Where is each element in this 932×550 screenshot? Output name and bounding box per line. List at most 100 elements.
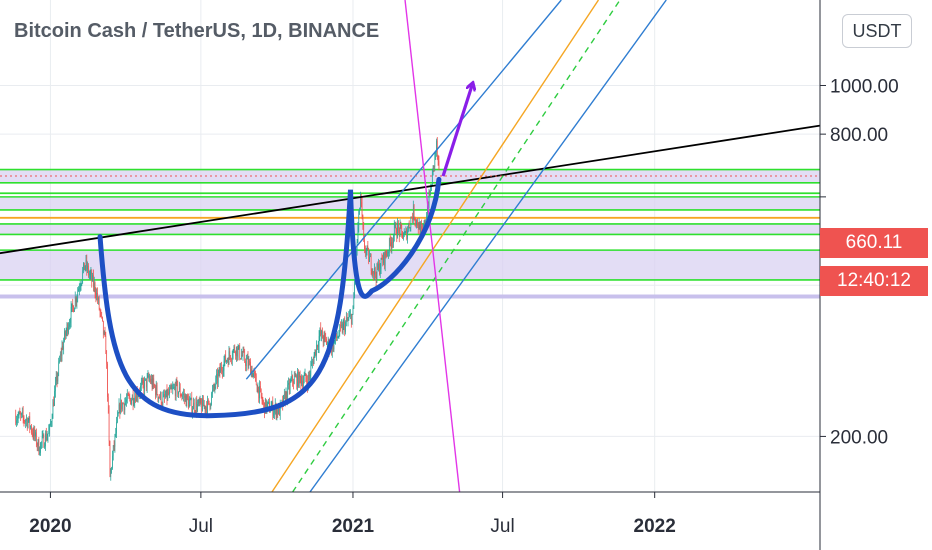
candle-body-41 <box>49 425 50 431</box>
candle-body-122 <box>116 421 117 434</box>
candle-body-327 <box>285 391 287 404</box>
candle-body-464 <box>398 228 400 236</box>
candle-body-241 <box>214 387 216 389</box>
candle-body-29 <box>39 452 40 455</box>
candle-body-202 <box>182 395 183 397</box>
candle-body-458 <box>394 225 395 236</box>
candle-body-479 <box>411 217 412 219</box>
candle-body-439 <box>378 263 379 269</box>
candle-body-44 <box>51 418 53 423</box>
candle-body-282 <box>248 361 250 367</box>
candle-body-262 <box>231 356 233 360</box>
candle-body-225 <box>201 403 203 411</box>
candle-body-161 <box>148 375 150 380</box>
candle-body-34 <box>43 434 45 448</box>
candle-body-67 <box>70 307 72 323</box>
candle-body-71 <box>74 307 75 312</box>
candle-body-261 <box>231 359 232 361</box>
candle-body-46 <box>53 402 55 406</box>
candle-body-386 <box>334 339 336 341</box>
candle-body-463 <box>398 224 399 229</box>
candle-body-116 <box>111 468 112 470</box>
candle-body-414 <box>357 227 359 243</box>
candle-body-278 <box>245 361 246 366</box>
candle-body-4 <box>18 412 20 416</box>
candle-body-28 <box>38 439 40 455</box>
candle-body-163 <box>150 378 151 383</box>
candle-body-170 <box>155 385 157 396</box>
candle-body-186 <box>169 389 170 395</box>
candle-body-277 <box>244 351 245 362</box>
candle-body-291 <box>255 375 257 386</box>
candle-body-159 <box>146 377 148 388</box>
candle-body-50 <box>56 376 58 382</box>
candle-body-57 <box>62 345 64 350</box>
candle-body-256 <box>227 359 228 361</box>
candle-body-270 <box>238 345 240 349</box>
candle-body-284 <box>250 361 251 375</box>
candle-body-31 <box>41 442 42 444</box>
candle-body-183 <box>166 389 168 400</box>
candle-body-252 <box>223 361 225 371</box>
candle-body-356 <box>309 374 311 376</box>
candle-body-436 <box>375 276 377 281</box>
candle-body-209 <box>188 398 189 408</box>
candle-body-117 <box>112 455 113 469</box>
candle-body-360 <box>312 361 314 364</box>
candle-body-426 <box>367 246 369 249</box>
candle-body-346 <box>301 380 303 385</box>
candle-body-174 <box>159 397 160 399</box>
candle-body-199 <box>179 387 181 396</box>
candle-body-154 <box>142 379 144 383</box>
candle-body-355 <box>308 375 310 376</box>
candle-body-259 <box>229 351 231 356</box>
channel-lower <box>309 0 667 492</box>
candle-body-58 <box>63 341 64 350</box>
candle-body-48 <box>55 382 56 392</box>
cup-and-handle-curve <box>97 176 442 419</box>
candle-body-506 <box>433 165 435 167</box>
candle-body-421 <box>363 226 365 241</box>
candle-body-39 <box>47 433 49 437</box>
candle-body-75 <box>77 291 79 298</box>
candle-body-289 <box>254 372 255 374</box>
candle-body-112 <box>107 397 109 410</box>
chart-title: Bitcoin Cash / TetherUS, 1D, BINANCE <box>14 20 380 42</box>
channel-dashed <box>292 0 621 492</box>
candle-body-74 <box>76 297 78 303</box>
candle-body-437 <box>376 264 378 281</box>
candle-body-431 <box>371 270 373 274</box>
y-tick-label-4: 200.00 <box>830 427 888 448</box>
candle-body-13 <box>26 419 27 421</box>
candle-body-372 <box>322 338 324 343</box>
candle-body-471 <box>404 232 406 234</box>
candle-body-109 <box>105 335 107 354</box>
candle-body-18 <box>30 426 31 428</box>
candle-body-146 <box>136 390 137 402</box>
candle-body-37 <box>46 433 47 441</box>
candle-body-455 <box>391 242 393 248</box>
candle-body-249 <box>221 366 222 371</box>
candle-body-221 <box>198 400 199 405</box>
candle-body-318 <box>278 405 279 414</box>
candle-body-244 <box>217 373 218 383</box>
candle-body-474 <box>407 230 408 239</box>
candle-body-8 <box>22 411 23 414</box>
candle-body-136 <box>127 393 129 396</box>
candle-body-374 <box>324 333 326 336</box>
candle-body-205 <box>184 395 186 398</box>
candle-body-85 <box>85 260 87 266</box>
candle-body-476 <box>408 224 410 228</box>
currency-button[interactable]: USDT <box>842 14 912 48</box>
vertical-cross-line <box>404 0 461 492</box>
candle-body-185 <box>168 392 169 395</box>
candle-body-16 <box>28 416 30 421</box>
candle-body-230 <box>205 406 207 411</box>
candle-body-214 <box>192 409 193 414</box>
candle-body-56 <box>61 345 63 356</box>
candle-body-288 <box>253 372 255 374</box>
candle-body-280 <box>246 357 248 360</box>
candle-body-17 <box>29 416 31 427</box>
